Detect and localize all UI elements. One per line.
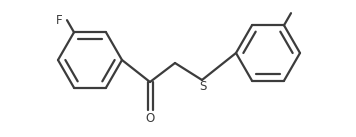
Text: O: O (145, 112, 155, 125)
Text: F: F (56, 14, 63, 27)
Text: S: S (199, 81, 207, 93)
